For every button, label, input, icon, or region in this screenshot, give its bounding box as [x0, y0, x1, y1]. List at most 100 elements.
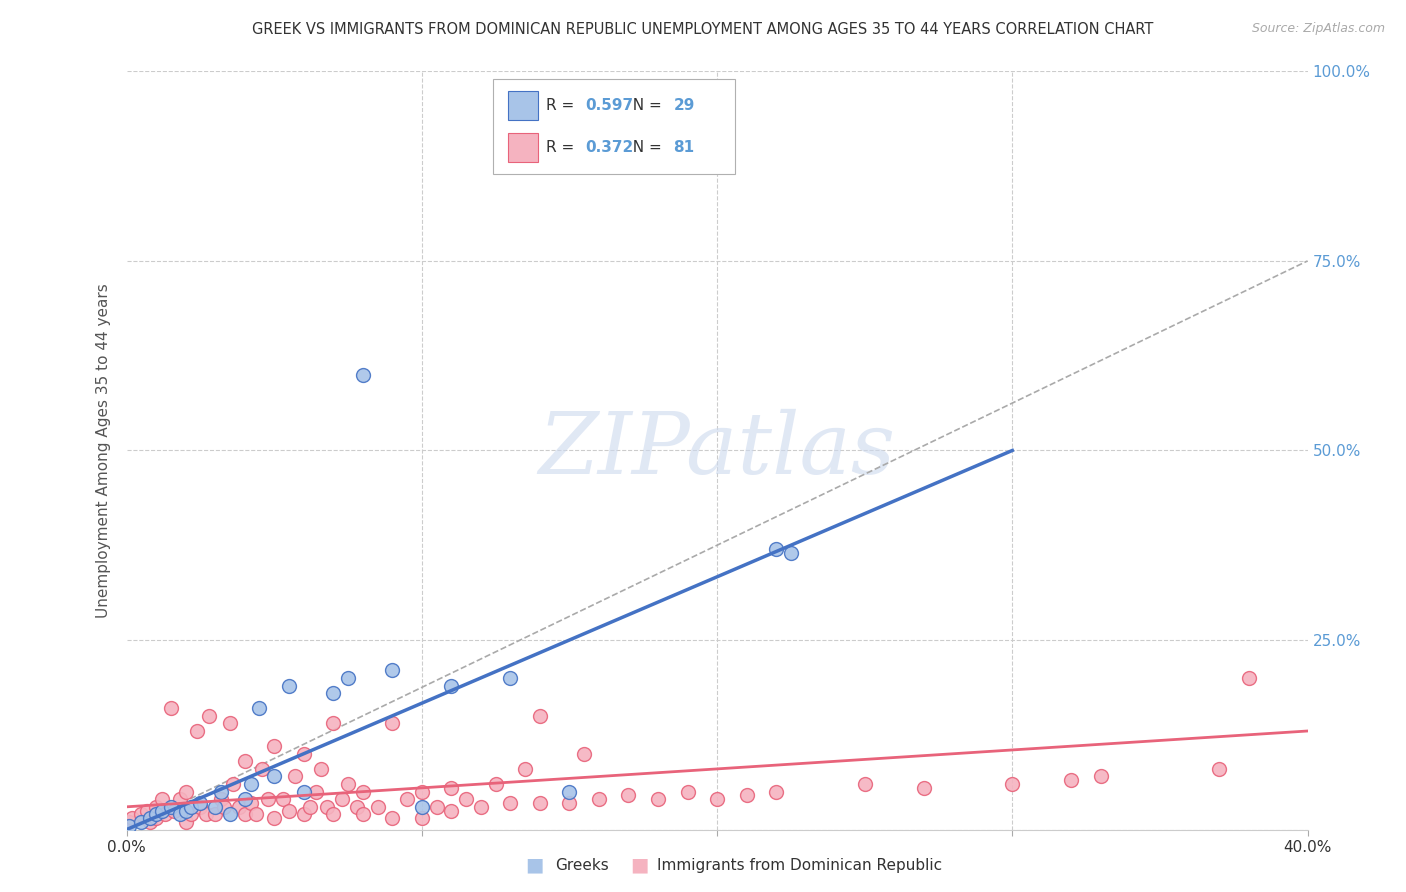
Y-axis label: Unemployment Among Ages 35 to 44 years: Unemployment Among Ages 35 to 44 years: [96, 283, 111, 618]
Point: [121, 811, 143, 825]
Point: [292, 747, 315, 761]
Point: [352, 368, 374, 382]
Point: [298, 800, 321, 814]
Point: [153, 807, 176, 822]
Point: [558, 785, 581, 799]
Text: R =: R =: [546, 98, 579, 113]
Point: [381, 811, 404, 825]
Point: [145, 811, 167, 825]
Point: [352, 807, 374, 822]
Point: [252, 762, 274, 776]
Point: [263, 769, 285, 784]
Point: [174, 815, 197, 830]
Point: [574, 747, 596, 761]
Point: [233, 792, 256, 806]
Text: Immigrants from Dominican Republic: Immigrants from Dominican Republic: [657, 858, 942, 872]
Point: [160, 701, 183, 715]
Point: [249, 701, 271, 715]
Point: [499, 671, 522, 685]
Point: [263, 811, 285, 825]
Point: [198, 708, 221, 723]
Point: [647, 792, 669, 806]
Point: [186, 724, 208, 739]
Point: [169, 807, 191, 822]
Point: [396, 792, 419, 806]
Text: ■: ■: [524, 855, 544, 875]
Point: [1060, 773, 1083, 788]
Point: [337, 671, 360, 685]
Point: [212, 800, 235, 814]
Text: 29: 29: [673, 98, 695, 113]
Point: [558, 796, 581, 810]
Point: [139, 815, 162, 830]
Point: [245, 807, 267, 822]
Text: 0.372: 0.372: [585, 140, 633, 154]
FancyBboxPatch shape: [492, 79, 735, 174]
Point: [150, 804, 173, 818]
Point: [322, 686, 344, 700]
Point: [588, 792, 610, 806]
Point: [188, 796, 212, 810]
Point: [440, 780, 463, 795]
Text: ■: ■: [630, 855, 650, 875]
Point: [204, 807, 226, 822]
Point: [222, 777, 245, 791]
Point: [180, 800, 202, 814]
Point: [180, 807, 202, 822]
Point: [136, 804, 159, 818]
Point: [219, 716, 242, 731]
Point: [322, 807, 344, 822]
Text: N =: N =: [623, 140, 666, 154]
Point: [316, 800, 339, 814]
Point: [257, 792, 280, 806]
Point: [706, 792, 728, 806]
FancyBboxPatch shape: [508, 133, 537, 161]
Point: [765, 785, 787, 799]
Point: [228, 800, 250, 814]
Point: [145, 800, 167, 814]
Point: [411, 811, 433, 825]
Point: [470, 800, 492, 814]
Point: [780, 546, 803, 560]
FancyBboxPatch shape: [508, 91, 537, 120]
Point: [676, 785, 699, 799]
Point: [381, 716, 404, 731]
Point: [239, 777, 262, 791]
Point: [145, 807, 167, 822]
Point: [456, 792, 478, 806]
Point: [311, 762, 333, 776]
Point: [150, 792, 173, 806]
Point: [174, 804, 197, 818]
Text: Greeks: Greeks: [555, 858, 609, 872]
Point: [239, 796, 262, 810]
Point: [440, 804, 463, 818]
Point: [617, 789, 640, 803]
Text: ZIPatlas: ZIPatlas: [538, 409, 896, 491]
Point: [219, 807, 242, 822]
Text: Source: ZipAtlas.com: Source: ZipAtlas.com: [1251, 22, 1385, 36]
Point: [765, 542, 787, 557]
Point: [1001, 777, 1024, 791]
Point: [411, 785, 433, 799]
Point: [381, 664, 404, 678]
Point: [163, 804, 186, 818]
Point: [139, 811, 162, 825]
Point: [169, 792, 191, 806]
Point: [515, 762, 537, 776]
Point: [209, 792, 232, 806]
Point: [853, 777, 876, 791]
Point: [912, 780, 935, 795]
Point: [263, 739, 285, 753]
Point: [129, 807, 153, 822]
Text: 0.597: 0.597: [585, 98, 633, 113]
Point: [174, 785, 197, 799]
Point: [529, 796, 551, 810]
Point: [484, 777, 508, 791]
Point: [304, 785, 326, 799]
Text: 81: 81: [673, 140, 695, 154]
Point: [118, 819, 141, 833]
Point: [204, 800, 226, 814]
Point: [284, 769, 307, 784]
Text: GREEK VS IMMIGRANTS FROM DOMINICAN REPUBLIC UNEMPLOYMENT AMONG AGES 35 TO 44 YEA: GREEK VS IMMIGRANTS FROM DOMINICAN REPUB…: [252, 22, 1154, 37]
Point: [322, 716, 344, 731]
